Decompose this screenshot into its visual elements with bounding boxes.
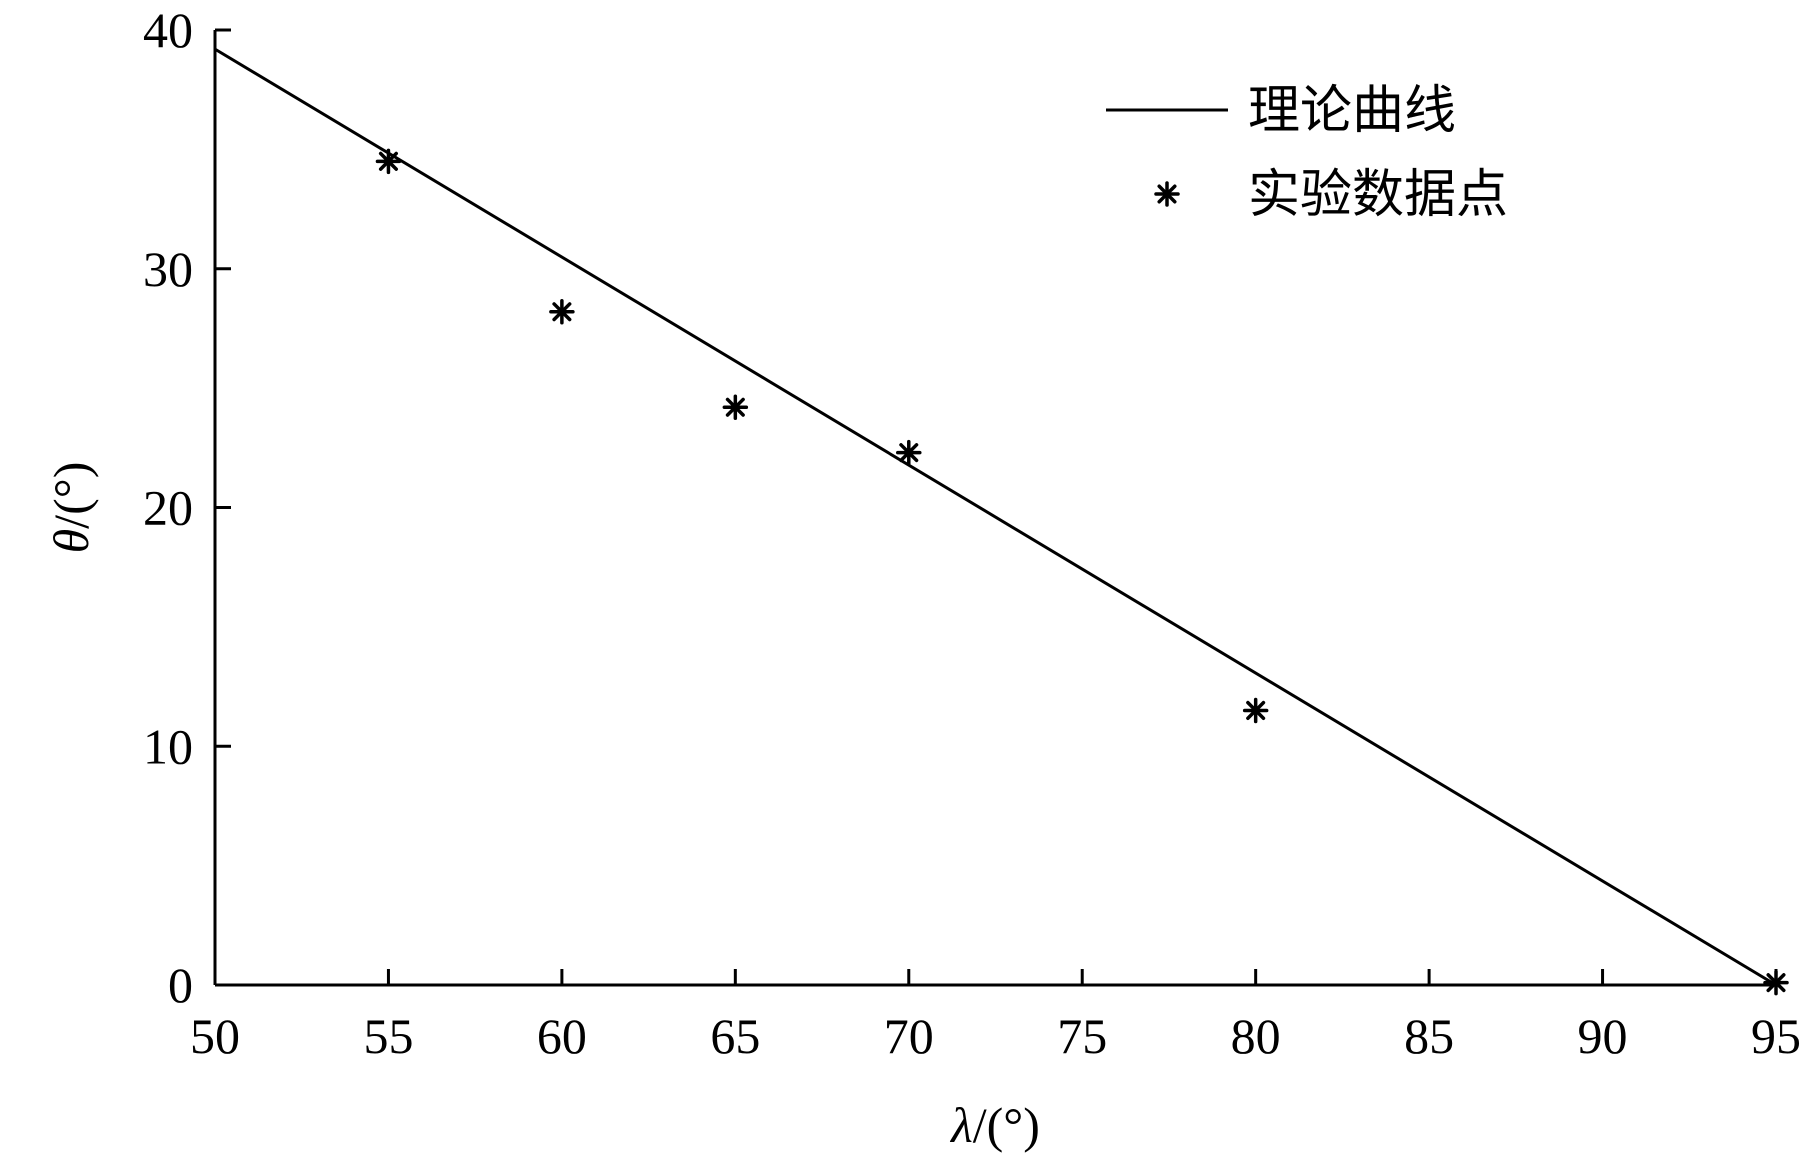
- asterisk-stroke: [899, 443, 919, 463]
- x-tick-label: 75: [1057, 1008, 1107, 1064]
- asterisk-stroke: [1246, 700, 1266, 720]
- asterisk-stroke: [552, 302, 572, 322]
- legend-marker-label: 实验数据点: [1248, 165, 1508, 225]
- asterisk-stroke: [1766, 973, 1786, 993]
- y-axis-symbol: θ: [43, 529, 99, 554]
- axes: [213, 30, 1776, 987]
- x-tick-label: 95: [1751, 1008, 1801, 1064]
- x-tick-label: 65: [710, 1008, 760, 1064]
- asterisk-stroke: [1157, 184, 1177, 204]
- legend-marker-swatch: [1154, 181, 1180, 207]
- data-point: [722, 394, 749, 420]
- y-tick-label: 30: [143, 241, 193, 297]
- x-axis-unit: /(°): [973, 1097, 1040, 1153]
- x-axis-symbol: λ: [949, 1097, 973, 1153]
- data-point: [549, 298, 575, 325]
- x-tick-label: 50: [190, 1008, 240, 1064]
- y-axis-label: θ/(°): [43, 462, 99, 554]
- y-tick-label: 0: [168, 957, 193, 1013]
- data-point: [896, 439, 922, 466]
- y-axis-unit: /(°): [43, 462, 99, 529]
- legend-asterisk: [1154, 181, 1180, 207]
- legend: 理论曲线 实验数据点: [1106, 81, 1508, 225]
- ticks: 50 55 60 65 70 75 80 85 90 95 0 10 20 30 40: [143, 2, 1801, 1064]
- series: [214, 47, 1789, 996]
- x-tick-label: 60: [537, 1008, 587, 1064]
- theory-line: [214, 47, 1777, 987]
- x-tick-label: 90: [1578, 1008, 1628, 1064]
- data-point: [375, 148, 402, 175]
- y-tick-label: 10: [143, 718, 193, 774]
- y-tick-label: 40: [143, 2, 193, 58]
- x-tick-label: 55: [363, 1008, 413, 1064]
- x-tick-label: 80: [1231, 1008, 1281, 1064]
- x-tick-label: 70: [884, 1008, 934, 1064]
- y-tick-label: 20: [143, 480, 193, 536]
- x-axis-label: λ/(°): [949, 1097, 1040, 1153]
- asterisk-stroke: [725, 397, 745, 417]
- data-point: [1242, 697, 1269, 724]
- legend-line-label: 理论曲线: [1248, 81, 1456, 141]
- asterisk-stroke: [378, 151, 398, 171]
- x-tick-label: 85: [1404, 1008, 1454, 1064]
- data-point: [1763, 969, 1789, 996]
